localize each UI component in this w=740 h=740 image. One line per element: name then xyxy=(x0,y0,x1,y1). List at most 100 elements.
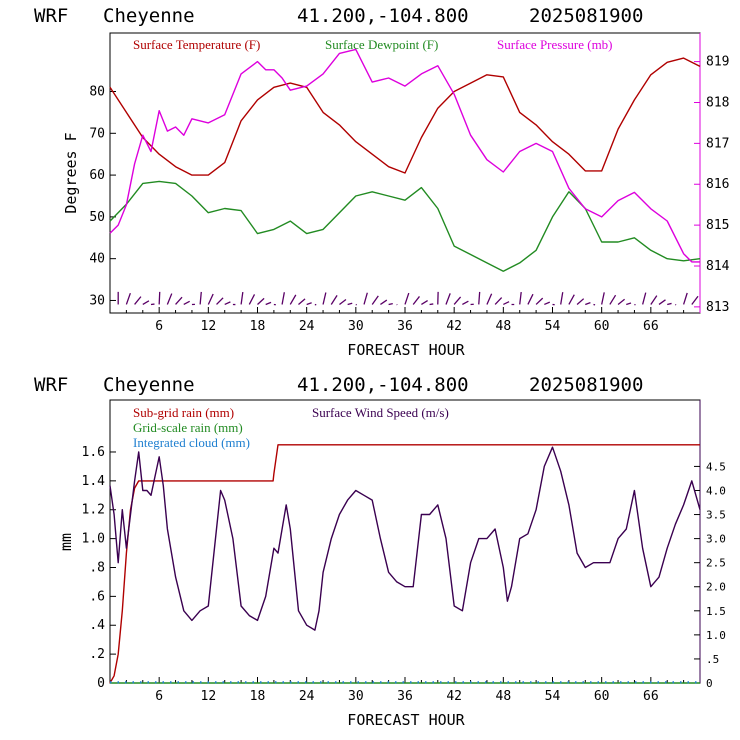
y2-tick-label: 816 xyxy=(706,177,729,192)
wind-barb xyxy=(445,293,451,305)
wind-barb xyxy=(626,302,632,306)
x-tick-label: 18 xyxy=(250,319,266,334)
wind-barb xyxy=(642,292,647,305)
wind-barbs xyxy=(117,291,699,306)
y-tick-label: 80 xyxy=(89,85,105,100)
wind-barb xyxy=(134,296,142,305)
x-tick-label: 60 xyxy=(594,319,610,334)
x-tick-label: 12 xyxy=(201,319,217,334)
wind-barb xyxy=(289,294,297,305)
wind-barb xyxy=(339,298,347,305)
y2-tick-label: 3.0 xyxy=(706,533,726,546)
x-tick-label: 60 xyxy=(594,689,610,704)
wind-barb xyxy=(421,300,428,306)
y2-axis-ticks-2: 0 .5 1.0 1.5 2.0 2.5 3.0 3.5 4.0 4.5 xyxy=(694,460,726,690)
wind-barb xyxy=(503,301,510,306)
wind-barb xyxy=(388,302,393,306)
wind-barb xyxy=(322,292,327,305)
x-tick-label: 6 xyxy=(155,689,163,704)
y2-tick-label: 813 xyxy=(706,300,729,315)
wind-barb xyxy=(175,296,183,305)
y-tick-label: 0 xyxy=(97,676,105,691)
wind-barb xyxy=(224,301,231,306)
y-tick-label: 1.0 xyxy=(82,532,105,547)
legend-surface-dewpoint: Surface Dewpoint (F) xyxy=(325,37,438,52)
series-line-0 xyxy=(109,57,701,176)
wind-barb xyxy=(667,302,672,306)
wind-barb xyxy=(142,300,150,306)
legend-wind-speed: Surface Wind Speed (m/s) xyxy=(312,405,449,420)
legend-gridscale-rain: Grid-scale rain (mm) xyxy=(133,420,243,435)
x-tick-label: 36 xyxy=(397,319,413,334)
y-axis-ticks: 30 40 50 60 70 80 xyxy=(89,85,116,308)
header-coords: 41.200,-104.800 xyxy=(297,5,469,27)
wind-barb xyxy=(527,293,534,305)
y-tick-label: 30 xyxy=(89,293,105,308)
x-axis-ticks: 6 12 18 24 30 36 42 48 54 60 66 xyxy=(125,307,685,334)
wind-barb xyxy=(682,292,688,305)
y2-tick-label: 4.0 xyxy=(706,484,726,497)
wind-barb xyxy=(650,295,658,305)
wind-barb xyxy=(330,295,338,305)
y-axis-ticks-2: 0 .2 .4 .6 .8 1.0 1.2 1.4 1.6 xyxy=(82,445,116,691)
wind-barb xyxy=(298,298,306,305)
x-tick-label: 48 xyxy=(496,319,512,334)
wind-barb xyxy=(265,301,272,306)
y2-tick-label: 2.0 xyxy=(706,581,726,594)
wind-barb xyxy=(462,300,469,306)
y-tick-label: .4 xyxy=(89,618,105,633)
wind-barb xyxy=(347,302,353,306)
y2-tick-label: 1.5 xyxy=(706,605,726,618)
y2-tick-label: 1.0 xyxy=(706,629,726,642)
wind-barb xyxy=(609,294,617,305)
wind-barb xyxy=(207,293,214,305)
x-tick-label: 66 xyxy=(643,689,659,704)
y-tick-label: 1.2 xyxy=(82,503,105,518)
x-tick-label: 42 xyxy=(446,689,462,704)
series-lines-2 xyxy=(109,444,701,684)
wind-barb xyxy=(199,291,202,305)
header-init-time-2: 2025081900 xyxy=(529,374,643,396)
x-tick-label: 24 xyxy=(299,689,315,704)
y-tick-label: 40 xyxy=(89,252,105,267)
y2-tick-label: 3.5 xyxy=(706,509,726,522)
y-tick-label: .6 xyxy=(89,589,105,604)
wind-barb xyxy=(363,292,368,305)
wind-barb xyxy=(519,291,522,305)
x-tick-label: 66 xyxy=(643,319,659,334)
wind-barb xyxy=(544,301,551,306)
wind-barb xyxy=(617,298,626,305)
y-axis-label: Degrees F xyxy=(62,132,80,213)
header-coords-2: 41.200,-104.800 xyxy=(297,374,469,396)
y-tick-label: 70 xyxy=(89,126,105,141)
header-location-2: Cheyenne xyxy=(103,374,195,396)
header-model: WRF xyxy=(34,5,68,27)
y2-tick-label: 815 xyxy=(706,218,729,233)
wind-barb xyxy=(380,299,388,305)
y-tick-label: 1.4 xyxy=(82,474,106,489)
y2-tick-label: 2.5 xyxy=(706,557,726,570)
y-axis-label-2: mm xyxy=(57,533,75,551)
x-tick-label: 24 xyxy=(299,319,315,334)
wind-barb xyxy=(535,297,544,305)
wind-barb xyxy=(429,303,434,306)
x-tick-label: 54 xyxy=(545,689,561,704)
wind-barb xyxy=(691,295,699,305)
x-tick-label: 42 xyxy=(446,319,462,334)
wind-barb xyxy=(166,293,173,305)
wind-barb xyxy=(412,296,420,305)
wind-barb xyxy=(306,302,312,306)
x-tick-label: 30 xyxy=(348,689,364,704)
x-tick-label: 18 xyxy=(250,689,266,704)
series-line-0 xyxy=(109,444,700,684)
wind-barb xyxy=(634,303,636,306)
wind-barb xyxy=(576,298,585,305)
header-model-2: WRF xyxy=(34,374,68,396)
x-tick-label: 30 xyxy=(348,319,364,334)
y2-tick-label: 0 xyxy=(706,677,713,690)
x-tick-label: 48 xyxy=(496,689,512,704)
wind-barb xyxy=(601,292,605,305)
y2-tick-label: .5 xyxy=(706,653,719,666)
x-axis-label-2: FORECAST HOUR xyxy=(347,711,465,729)
